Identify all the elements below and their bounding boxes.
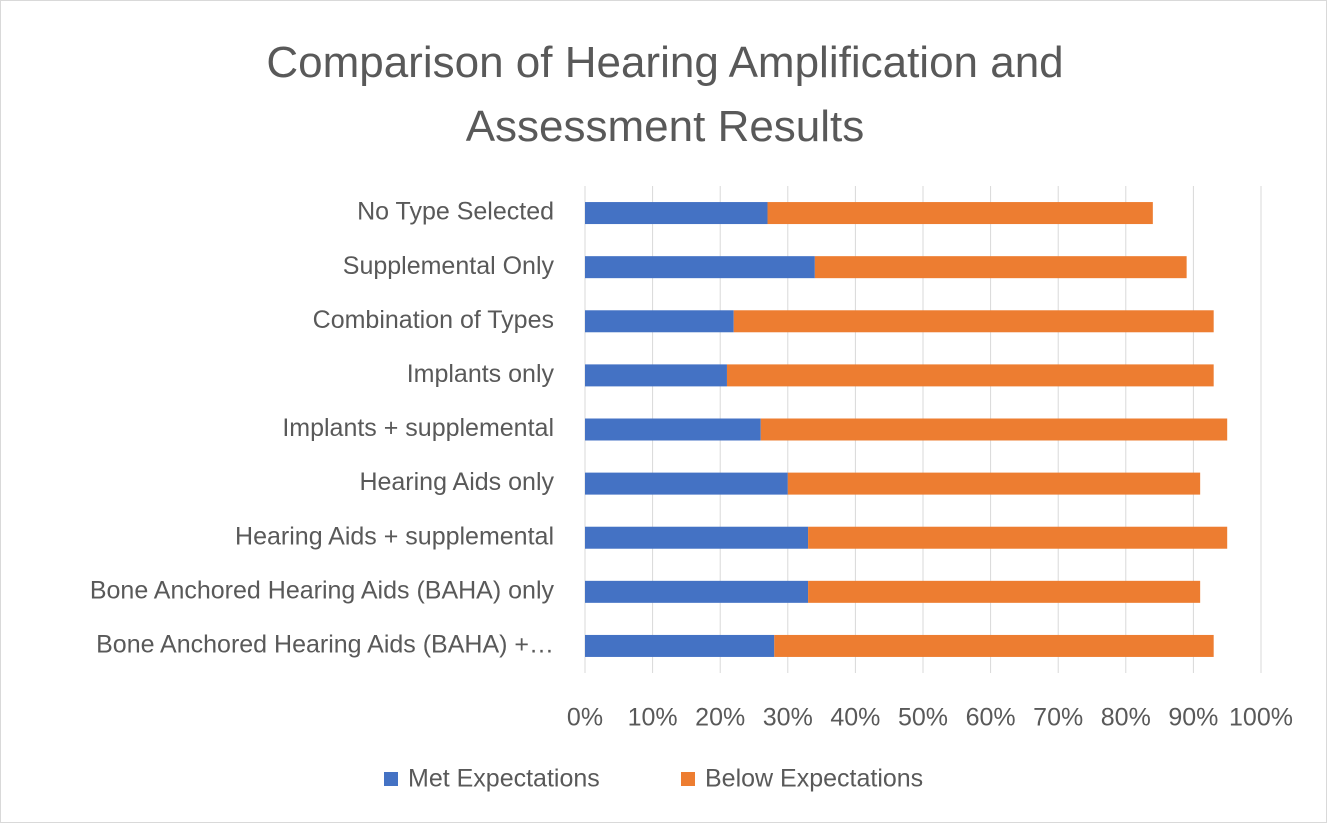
- y-tick-label: Implants only: [407, 360, 555, 388]
- y-tick-label: Combination of Types: [313, 306, 554, 334]
- bar: [585, 310, 734, 333]
- legend-label: Met Expectations: [408, 765, 600, 793]
- bar: [585, 580, 809, 603]
- legend-swatch: [681, 772, 695, 786]
- chart-title: Comparison of Hearing Amplification and …: [266, 38, 1064, 151]
- y-tick-label: Hearing Aids only: [359, 468, 554, 496]
- legend-swatch: [384, 772, 398, 786]
- x-tick-label: 100%: [1229, 704, 1293, 732]
- x-tick-label: 70%: [1033, 704, 1083, 732]
- bar: [585, 472, 788, 495]
- y-tick-label: Supplemental Only: [343, 252, 555, 280]
- bar: [585, 364, 727, 387]
- bar: [585, 202, 768, 225]
- bar: [814, 256, 1187, 279]
- bar: [760, 418, 1228, 441]
- bar: [808, 580, 1201, 603]
- y-tick-label: Bone Anchored Hearing Aids (BAHA) +…: [96, 631, 554, 659]
- legend-label: Below Expectations: [705, 765, 923, 793]
- x-tick-label: 10%: [628, 704, 678, 732]
- bar: [733, 310, 1214, 333]
- x-tick-label: 80%: [1101, 704, 1151, 732]
- x-tick-label: 40%: [830, 704, 880, 732]
- x-tick-label: 60%: [966, 704, 1016, 732]
- x-tick-label: 50%: [898, 704, 948, 732]
- bar: [726, 364, 1214, 387]
- bar: [787, 472, 1201, 495]
- bar: [808, 526, 1228, 549]
- bar: [774, 634, 1214, 657]
- bar: [585, 634, 775, 657]
- x-tick-label: 30%: [763, 704, 813, 732]
- bar: [767, 202, 1153, 225]
- x-tick-label: 0%: [567, 704, 603, 732]
- y-tick-label: Bone Anchored Hearing Aids (BAHA) only: [90, 576, 555, 604]
- y-tick-label: No Type Selected: [357, 198, 554, 226]
- bar: [585, 418, 761, 441]
- bar: [585, 526, 809, 549]
- x-tick-label: 90%: [1168, 704, 1218, 732]
- x-tick-label: 20%: [695, 704, 745, 732]
- y-tick-label: Implants + supplemental: [282, 414, 554, 442]
- bar: [585, 256, 815, 279]
- y-tick-label: Hearing Aids + supplemental: [235, 522, 554, 550]
